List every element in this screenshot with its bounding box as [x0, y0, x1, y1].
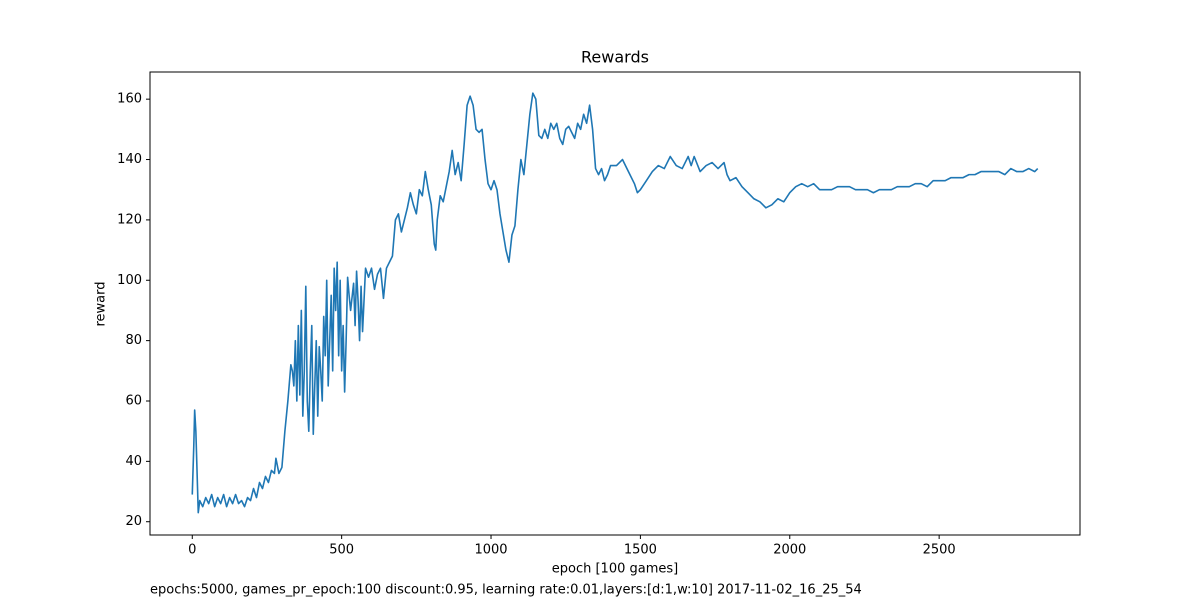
- axes-frame: [149, 71, 1081, 536]
- caption: epochs:5000, games_pr_epoch:100 discount…: [150, 583, 862, 598]
- x-tick-label: 2000: [773, 543, 806, 558]
- y-tick-label: 80: [125, 333, 142, 348]
- x-tick-label: 1000: [474, 543, 507, 558]
- x-tick-label: 500: [329, 543, 354, 558]
- y-tick-label: 100: [117, 273, 142, 288]
- y-tick-label: 20: [125, 514, 142, 529]
- x-tick-label: 1500: [624, 543, 657, 558]
- y-tick-label: 40: [125, 454, 142, 469]
- x-axis-label: epoch [100 games]: [552, 562, 678, 577]
- data-line: [191, 92, 1039, 514]
- x-tick-label: 2500: [923, 543, 956, 558]
- y-tick-label: 120: [117, 212, 142, 227]
- y-axis-label: reward: [94, 281, 109, 326]
- x-tick-label: 0: [188, 543, 196, 558]
- y-tick-label: 140: [117, 152, 142, 167]
- y-tick-label: 160: [117, 92, 142, 107]
- y-tick-label: 60: [125, 393, 142, 408]
- chart-title: Rewards: [581, 48, 649, 67]
